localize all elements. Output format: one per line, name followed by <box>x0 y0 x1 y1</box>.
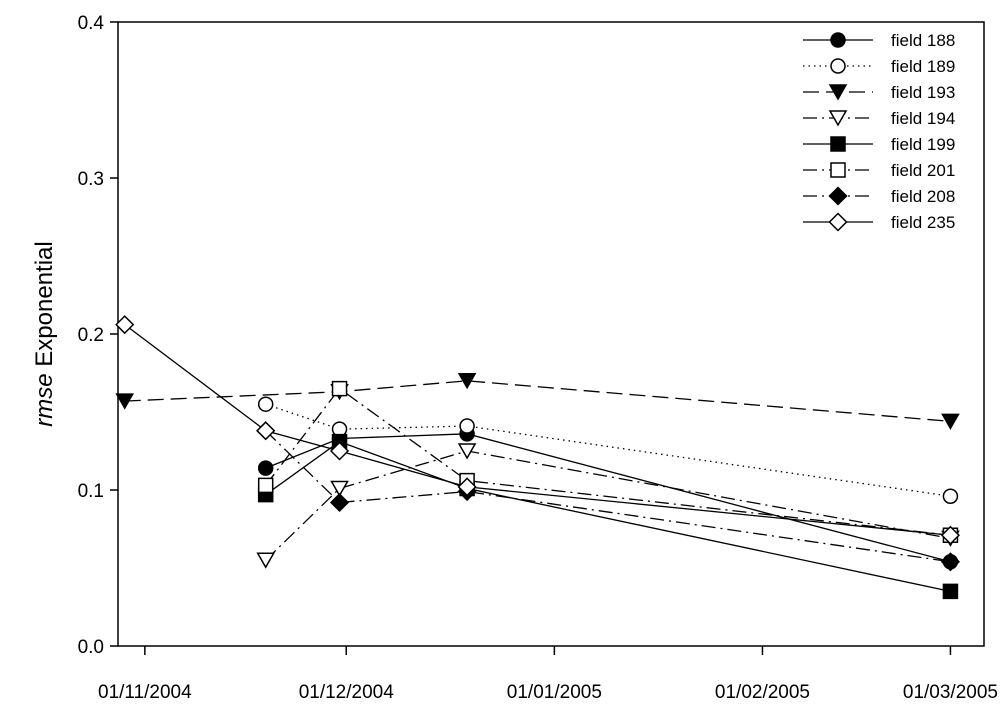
y-axis-title: rmse Exponential <box>31 241 58 426</box>
y-axis-title-italic: rmse <box>31 373 58 426</box>
data-point-field-194 <box>330 480 349 497</box>
legend-marker-field-199 <box>830 136 846 152</box>
series-line-field-208 <box>265 430 951 563</box>
data-point-field-235 <box>457 477 477 497</box>
data-point-field-194 <box>457 443 477 460</box>
data-point-field-188 <box>257 460 274 476</box>
data-point-field-235 <box>115 315 135 335</box>
data-point-field-189 <box>459 418 475 434</box>
x-tick-label: 01/02/2005 <box>715 682 810 703</box>
legend-marker-field-201 <box>830 162 846 178</box>
y-tick-label: 0.3 <box>78 169 104 190</box>
data-point-field-208 <box>329 492 350 513</box>
series-lines <box>124 324 951 593</box>
legend-label-field-189: field 189 <box>891 57 955 76</box>
x-tick-label: 01/01/2005 <box>507 682 602 703</box>
data-point-field-189 <box>942 488 959 504</box>
data-point-field-201 <box>331 380 348 397</box>
legend-marker-field-193 <box>828 84 848 101</box>
legend-label-field-208: field 208 <box>891 187 955 206</box>
x-tick-label: 01/11/2004 <box>98 682 192 703</box>
data-point-field-193 <box>115 393 135 410</box>
y-tick-label: 0.4 <box>78 13 105 34</box>
legend-label-field-199: field 199 <box>891 135 955 154</box>
y-tick-label: 0.1 <box>78 481 104 502</box>
series-markers <box>115 315 960 600</box>
series-line-field-189 <box>265 403 951 497</box>
data-point-field-194 <box>256 552 275 569</box>
series-line-field-188 <box>265 433 951 563</box>
plot-frame <box>117 21 985 647</box>
data-point-field-189 <box>257 396 274 412</box>
series-line-field-199 <box>265 440 951 593</box>
data-point-field-193 <box>941 413 960 430</box>
legend: field 188 field 189 field 193 field 194 fiel… <box>803 31 955 232</box>
legend-marker-field-189 <box>830 58 846 74</box>
series-line-field-194 <box>265 450 951 561</box>
data-point-field-208 <box>940 552 960 572</box>
y-tick-label: 0.0 <box>78 637 104 658</box>
legend-label-field-235: field 235 <box>891 213 955 232</box>
y-axis-title-rest: Exponential <box>31 241 58 373</box>
legend-marker-field-188 <box>830 32 846 48</box>
legend-label-field-188: field 188 <box>891 31 955 50</box>
legend-marker-field-235 <box>828 212 848 232</box>
axis-ticks: 0.0 0.1 0.2 0.3 0.4 01/11/2004 01/12/2004 01/01… <box>78 13 998 703</box>
y-tick-label: 0.2 <box>78 325 104 346</box>
data-point-field-193 <box>457 373 477 390</box>
x-tick-label: 01/03/2005 <box>903 682 998 703</box>
x-tick-label: 01/12/2004 <box>299 682 395 703</box>
data-point-field-235 <box>329 441 350 461</box>
legend-label-field-193: field 193 <box>891 83 955 102</box>
data-point-field-235 <box>940 525 960 545</box>
legend-marker-field-194 <box>828 110 848 127</box>
legend-marker-field-208 <box>828 186 848 206</box>
series-line-field-193 <box>124 380 951 423</box>
data-point-field-235 <box>256 421 276 441</box>
legend-label-field-194: field 194 <box>891 109 955 128</box>
series-line-field-201 <box>265 387 951 536</box>
data-point-field-201 <box>257 477 274 494</box>
data-point-field-199 <box>942 583 959 600</box>
legend-label-field-201: field 201 <box>891 161 955 180</box>
